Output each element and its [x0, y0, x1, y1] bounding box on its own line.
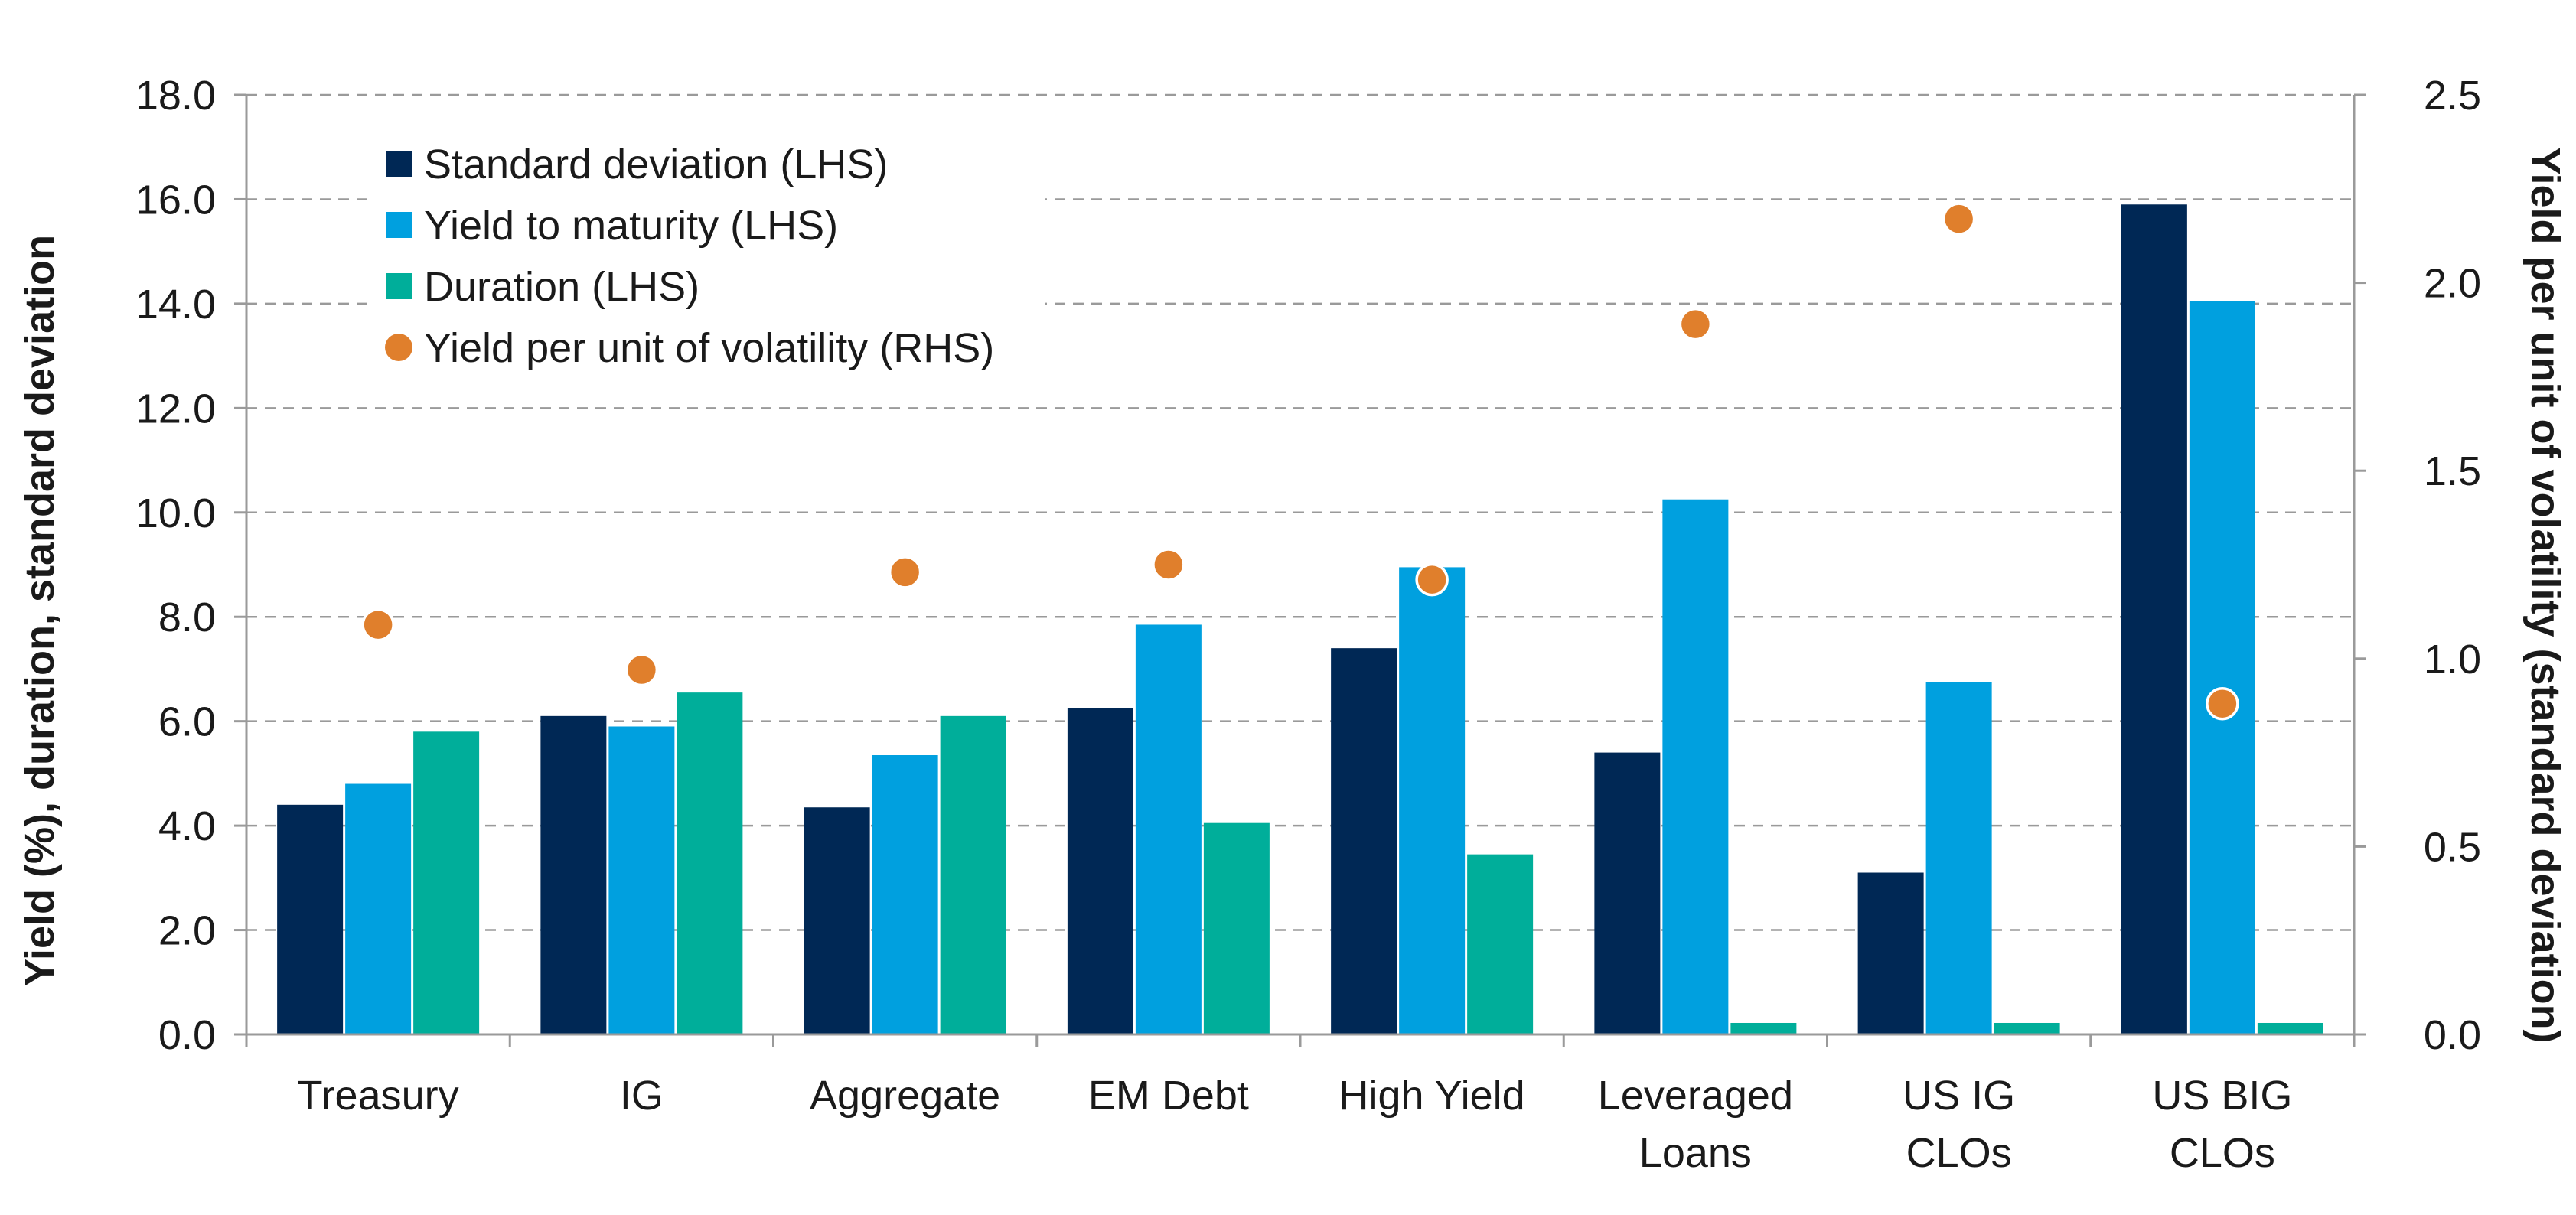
bar-standard-deviation-lhs-2 [804, 807, 870, 1034]
point-yield-per-unit-of-volatility-rhs-3 [1152, 548, 1185, 581]
left-tick-label: 4.0 [158, 803, 216, 849]
right-tick-label: 0.5 [2424, 824, 2481, 870]
bar-standard-deviation-lhs-4 [1331, 648, 1397, 1034]
axes [234, 93, 2366, 1047]
bar-standard-deviation-lhs-1 [540, 715, 607, 1034]
bar-yield-to-maturity-lhs-5 [1662, 499, 1729, 1034]
bar-standard-deviation-lhs-5 [1594, 752, 1661, 1034]
bar-standard-deviation-lhs-6 [1857, 872, 1924, 1034]
point-yield-per-unit-of-volatility-rhs-0 [361, 608, 395, 642]
bar-duration-lhs-1 [677, 692, 743, 1034]
bar-duration-lhs-6 [1994, 1022, 2060, 1034]
bar-yield-to-maturity-lhs-2 [872, 755, 938, 1034]
left-tick-label: 2.0 [158, 908, 216, 954]
legend: Standard deviation (LHS) Yield to maturit… [370, 129, 1045, 381]
legend-swatch-yield-to-maturity-lhs [386, 212, 412, 238]
bar-duration-lhs-7 [2257, 1022, 2323, 1034]
left-tick-label: 16.0 [135, 177, 216, 223]
x-category-label: CLOs [1906, 1130, 2012, 1176]
legend-label-standard-deviation-lhs: Standard deviation (LHS) [424, 142, 888, 187]
bar-duration-lhs-5 [1730, 1022, 1797, 1034]
right-tick-label: 1.5 [2424, 448, 2481, 494]
left-tick-label: 14.0 [135, 282, 216, 327]
x-category-label: US IG [1903, 1073, 2015, 1119]
left-tick-label: 12.0 [135, 386, 216, 432]
left-tick-label: 18.0 [135, 73, 216, 119]
bar-yield-to-maturity-lhs-4 [1399, 567, 1466, 1034]
left-tick-label: 10.0 [135, 490, 216, 536]
x-category-label: Treasury [298, 1073, 459, 1119]
points [361, 202, 2239, 721]
bar-yield-to-maturity-lhs-3 [1135, 624, 1202, 1034]
right-tick-label: 2.5 [2424, 73, 2481, 119]
bar-standard-deviation-lhs-3 [1067, 708, 1133, 1034]
point-yield-per-unit-of-volatility-rhs-5 [1678, 307, 1713, 341]
x-category-label: High Yield [1339, 1073, 1525, 1119]
x-category-label: CLOs [2170, 1130, 2275, 1176]
x-category-label: US BIG [2152, 1073, 2292, 1119]
left-tick-label: 6.0 [158, 699, 216, 745]
point-yield-per-unit-of-volatility-rhs-1 [624, 653, 659, 687]
legend-background [370, 129, 1045, 381]
bar-duration-lhs-2 [940, 715, 1006, 1034]
x-category-label: Aggregate [810, 1073, 1000, 1119]
x-category-label: IG [620, 1073, 664, 1119]
point-yield-per-unit-of-volatility-rhs-6 [1942, 202, 1976, 236]
point-yield-per-unit-of-volatility-rhs-7 [2206, 686, 2239, 721]
right-axis-title: Yield per unit of volatility (standard d… [2522, 147, 2568, 1043]
bar-standard-deviation-lhs-0 [277, 804, 344, 1034]
bar-standard-deviation-lhs-7 [2121, 204, 2187, 1035]
bar-yield-to-maturity-lhs-6 [1925, 682, 1992, 1034]
bars [277, 204, 2323, 1035]
bar-yield-to-maturity-lhs-1 [608, 726, 675, 1034]
point-yield-per-unit-of-volatility-rhs-4 [1415, 562, 1449, 597]
left-axis-title: Yield (%), duration, standard deviation [17, 235, 63, 986]
left-tick-label: 8.0 [158, 594, 216, 640]
legend-label-yield-to-maturity-lhs: Yield to maturity (LHS) [424, 203, 838, 249]
left-tick-label: 0.0 [158, 1012, 216, 1058]
right-tick-label: 1.0 [2424, 637, 2481, 682]
bar-yield-to-maturity-lhs-0 [345, 783, 412, 1034]
x-category-label: EM Debt [1088, 1073, 1249, 1119]
bar-duration-lhs-4 [1467, 854, 1534, 1034]
legend-swatch-standard-deviation-lhs [386, 151, 412, 177]
legend-swatch-yield-per-unit-of-volatility-rhs [385, 334, 412, 361]
legend-label-duration-lhs: Duration (LHS) [424, 264, 699, 310]
legend-swatch-duration-lhs [386, 273, 412, 299]
bar-duration-lhs-0 [413, 731, 480, 1034]
right-tick-label: 0.0 [2424, 1012, 2481, 1058]
point-yield-per-unit-of-volatility-rhs-2 [888, 555, 922, 589]
bar-yield-to-maturity-lhs-7 [2189, 301, 2255, 1034]
bar-duration-lhs-3 [1203, 822, 1270, 1034]
x-category-label: Loans [1639, 1130, 1752, 1176]
axis-labels: 0.0 2.0 4.0 6.0 8.0 10.0 12.0 14.0 16.0 18.0 0.0 0.… [17, 73, 2568, 1176]
right-tick-label: 2.0 [2424, 261, 2481, 307]
x-category-label: Leveraged [1598, 1073, 1793, 1119]
legend-label-yield-per-unit-of-volatility-rhs: Yield per unit of volatility (RHS) [424, 325, 994, 371]
